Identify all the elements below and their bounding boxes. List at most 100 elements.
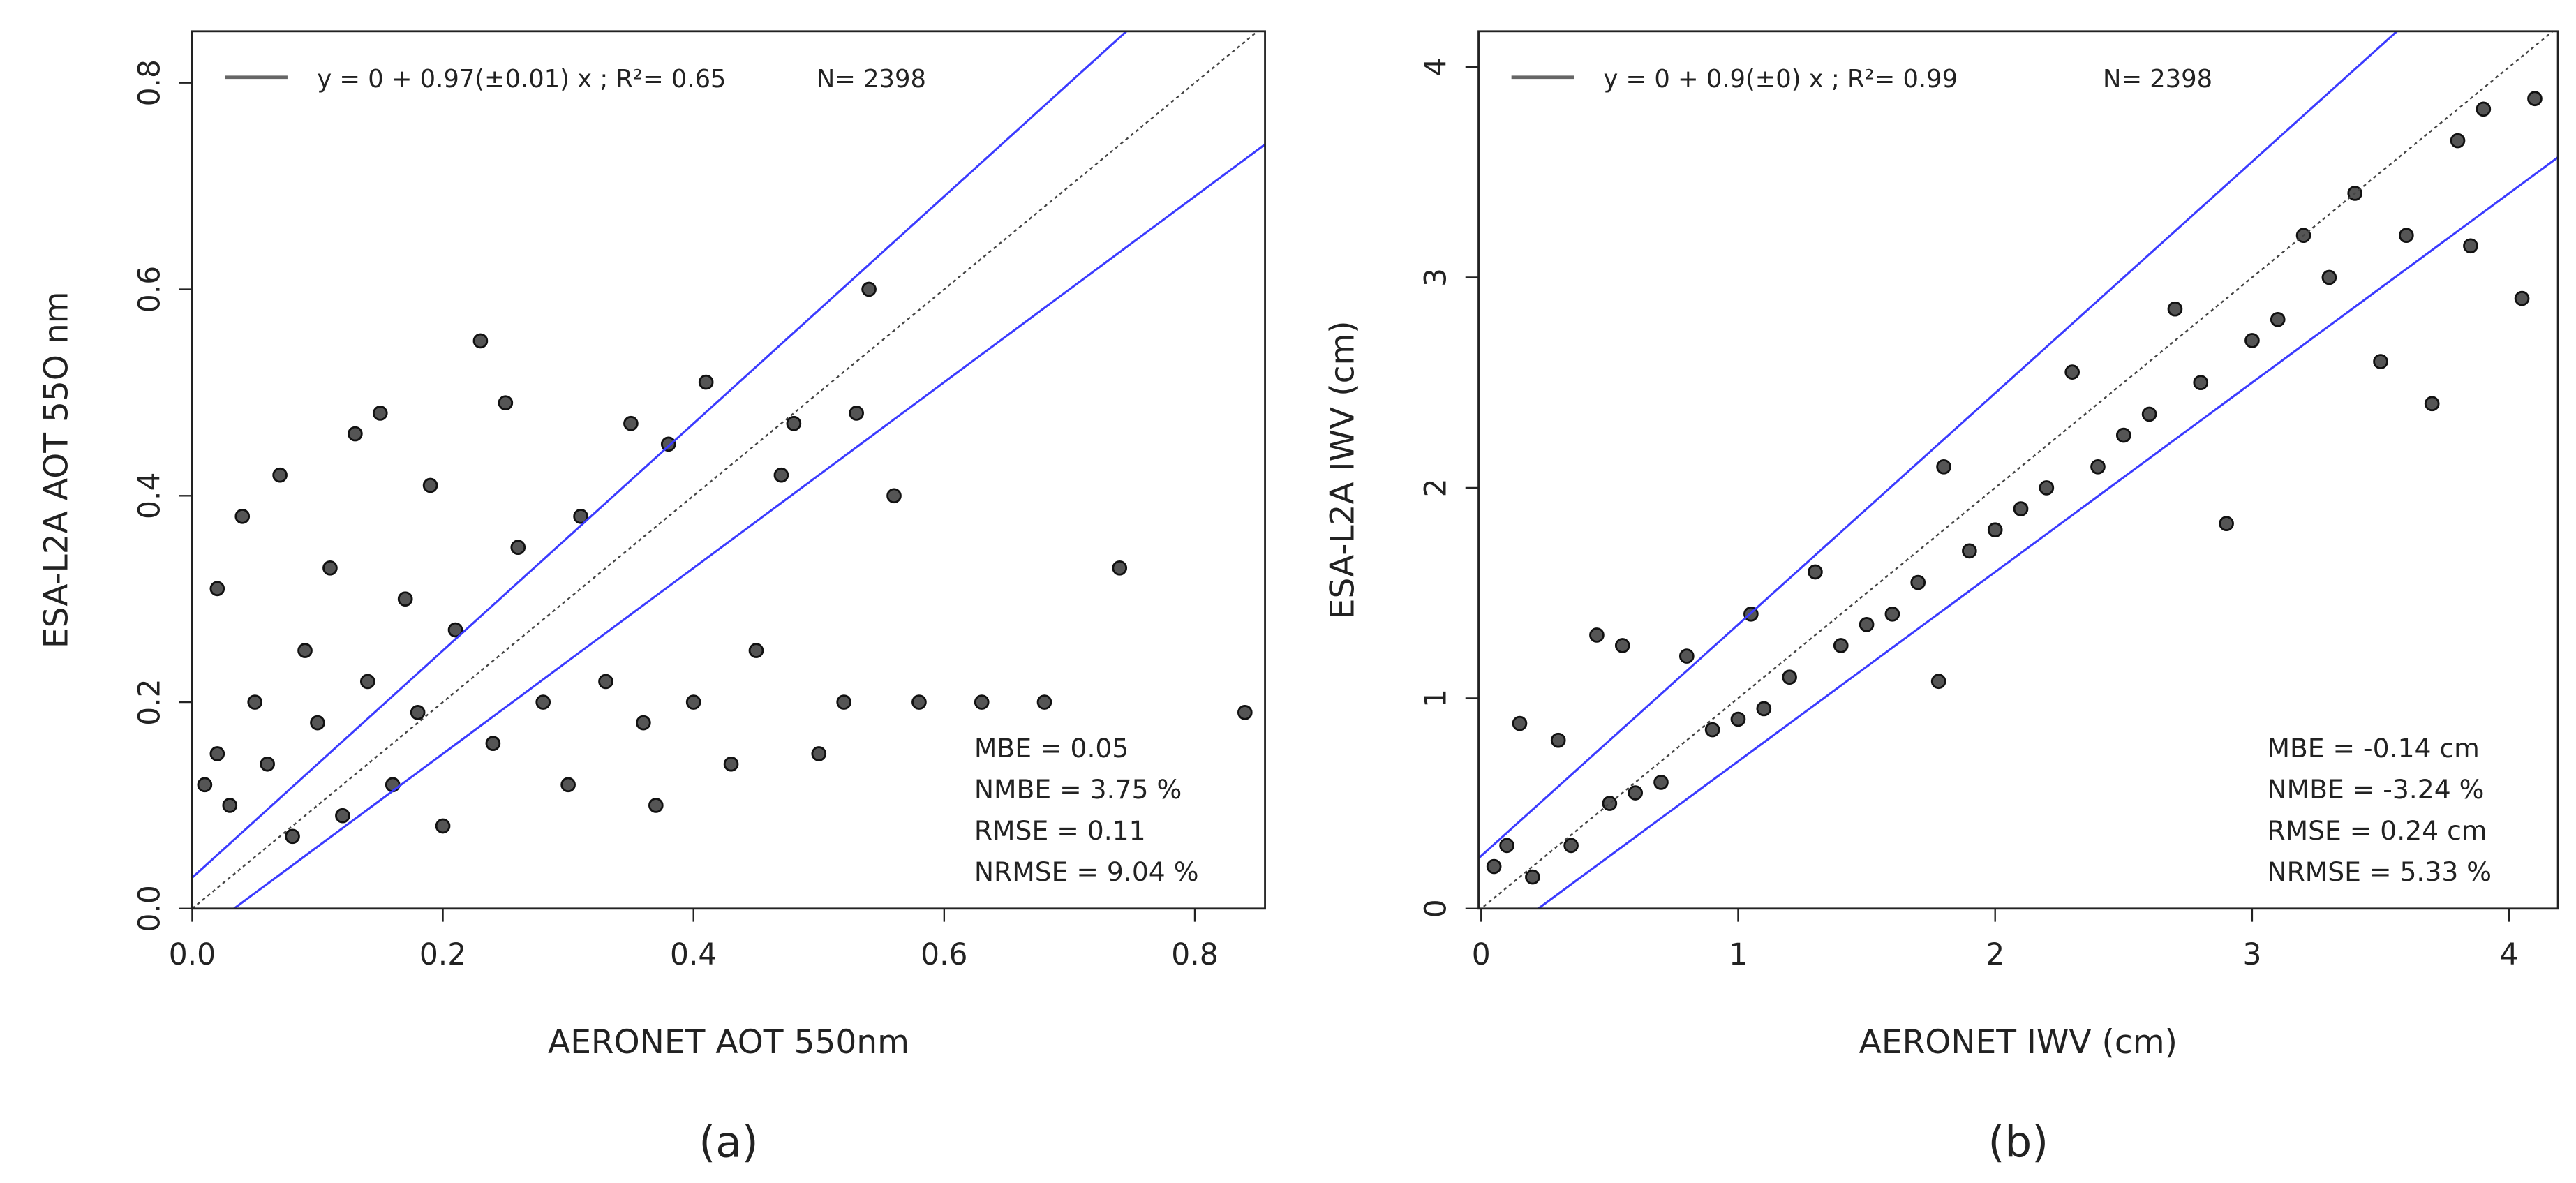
reference-line <box>1478 31 2399 859</box>
point <box>1486 858 1502 875</box>
x-tick-label: 0.4 <box>670 937 717 972</box>
point <box>1910 574 1926 590</box>
point <box>2115 427 2131 443</box>
point <box>2039 480 2055 496</box>
x-tick-label: 3 <box>2242 937 2261 972</box>
y-tick-label: 1 <box>1418 689 1452 708</box>
point <box>310 715 325 731</box>
point <box>348 426 363 442</box>
point <box>886 488 902 504</box>
stat-label: MBE = -0.14 cm <box>2267 733 2479 764</box>
point <box>1833 638 1849 653</box>
point <box>1602 796 1618 811</box>
point <box>1930 674 1946 690</box>
point <box>209 581 225 597</box>
stat-label: RMSE = 0.24 cm <box>2267 815 2487 846</box>
point <box>234 509 251 524</box>
point <box>222 798 238 813</box>
point <box>2013 501 2029 516</box>
point <box>472 333 489 349</box>
point <box>660 436 676 452</box>
stat-label: NRMSE = 9.04 % <box>974 856 1199 887</box>
point <box>685 694 701 710</box>
point <box>510 540 526 556</box>
reference-line <box>232 143 1265 909</box>
point <box>410 705 426 720</box>
x-tick-label: 0 <box>1472 937 1491 972</box>
stat-label: MBE = 0.05 <box>974 733 1129 764</box>
point <box>1808 564 1823 580</box>
y-tick-label: 3 <box>1418 268 1452 287</box>
x-tick-label: 4 <box>2500 937 2519 972</box>
point <box>698 374 714 390</box>
point <box>773 467 789 483</box>
point <box>447 622 463 638</box>
point <box>811 746 827 761</box>
point <box>1499 838 1514 854</box>
point <box>1987 522 2003 538</box>
y-tick-label: 0 <box>1418 899 1452 918</box>
plot-frame <box>191 30 1266 910</box>
y-tick-label: 0.8 <box>132 59 166 106</box>
panel: 0.0 0.2 0.4 0.6 0.8 0.0 0.2 0.4 0.6 0.8 AERONET AO… <box>38 30 1266 1167</box>
point <box>1036 694 1052 710</box>
point <box>560 777 576 793</box>
caption: (a) <box>699 1117 758 1167</box>
stat-label: RMSE = 0.11 <box>974 815 1146 846</box>
point <box>197 777 213 793</box>
reference-line <box>192 31 1259 909</box>
point <box>1756 701 1772 717</box>
point <box>1653 775 1669 790</box>
point <box>422 477 438 493</box>
y-tick-label: 4 <box>1418 58 1452 77</box>
panel: 0 1 2 3 4 0 1 2 3 4 AERONET IWV (cm) ESA-L2A IWV (c… <box>1324 30 2559 1167</box>
x-tick-label: 2 <box>1986 937 2004 972</box>
point <box>1936 459 1951 475</box>
legend-label: y = 0 + 0.9(±0) x ; R²= 0.99 <box>1603 65 1958 94</box>
point <box>598 674 613 690</box>
point <box>2193 375 2209 391</box>
point <box>786 415 802 431</box>
point <box>385 777 401 793</box>
point <box>1859 617 1875 632</box>
point <box>372 406 388 421</box>
x-tick-label: 0.0 <box>169 937 216 972</box>
point <box>1628 785 1644 801</box>
point <box>1563 838 1579 854</box>
y-tick-label: 2 <box>1418 478 1452 497</box>
point <box>359 674 375 690</box>
x-tick-label: 0.8 <box>1171 937 1218 972</box>
legend-label: y = 0 + 0.97(±0.01) x ; R²= 0.65 <box>317 65 726 94</box>
point <box>2527 91 2543 107</box>
point <box>2450 133 2466 149</box>
point <box>2090 459 2106 475</box>
point <box>623 415 639 431</box>
point <box>2219 516 2234 532</box>
point <box>2321 269 2337 285</box>
reference-line <box>192 31 1129 879</box>
y-tick-label: 0.0 <box>132 885 166 932</box>
point <box>723 756 739 772</box>
point <box>1525 869 1540 885</box>
n-label: N= 2398 <box>2103 65 2212 94</box>
point <box>2064 364 2080 380</box>
point <box>1512 715 1528 731</box>
point <box>397 591 413 607</box>
point <box>535 694 551 710</box>
y-tick-label: 0.6 <box>132 266 166 313</box>
reference-line <box>1480 31 2554 909</box>
point <box>247 694 263 710</box>
point <box>435 818 451 834</box>
point <box>2141 406 2157 422</box>
point <box>2424 396 2440 412</box>
y-axis-label: ESA-L2A IWV (cm) <box>1324 320 1362 619</box>
plot-frame <box>1477 30 2559 910</box>
point <box>1614 638 1630 653</box>
reference-line <box>1536 156 2559 909</box>
y-axis-label: ESA-L2A AOT 55O nm <box>38 291 76 648</box>
point <box>1730 711 1746 727</box>
point <box>849 406 864 421</box>
caption: (b) <box>1988 1117 2049 1167</box>
stat-label: NRMSE = 5.33 % <box>2267 856 2492 887</box>
